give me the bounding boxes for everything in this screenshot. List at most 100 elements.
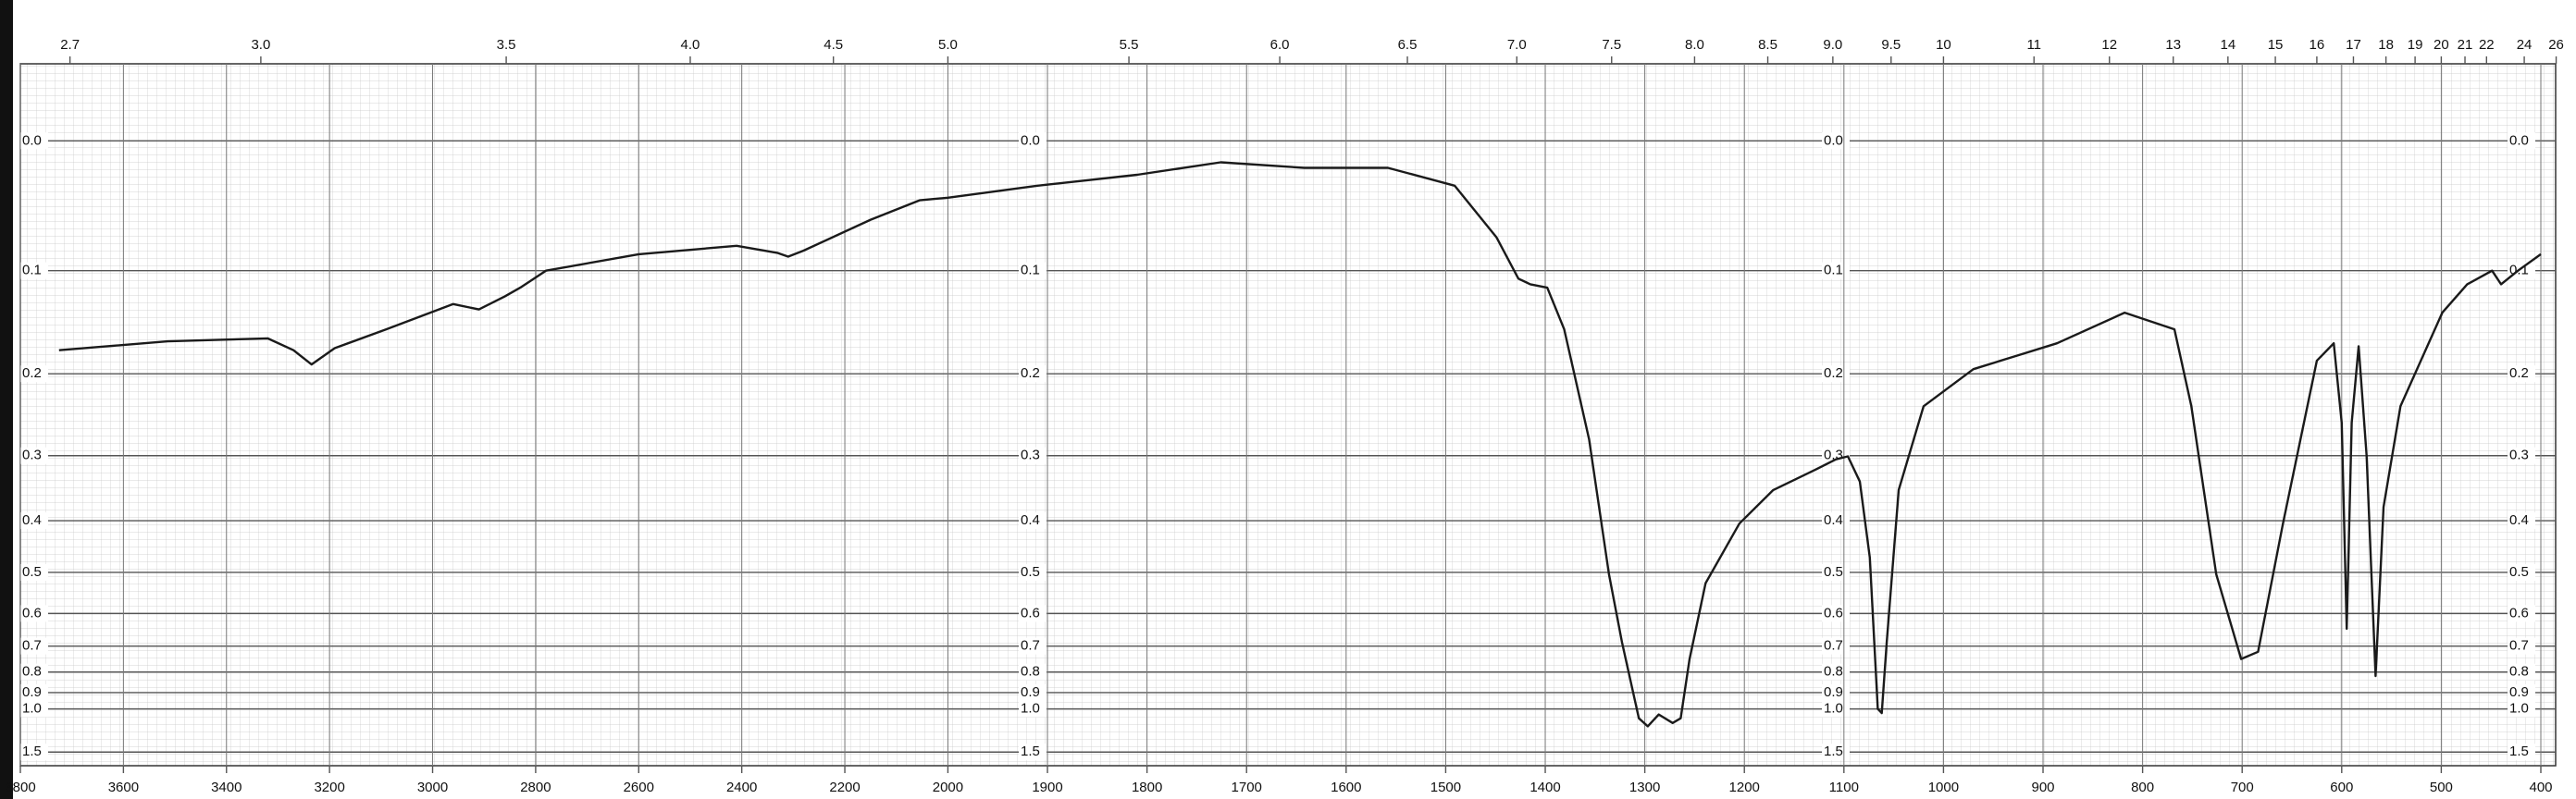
- x2-tick-label: 20: [2434, 37, 2449, 53]
- x2-tick-label: 12: [2101, 37, 2117, 53]
- x-tick-label: 1000: [1928, 780, 1959, 795]
- y-tick-label: 0.6: [22, 605, 42, 621]
- label-bg: [1822, 563, 1850, 581]
- x2-tick-label: 4.0: [681, 37, 700, 53]
- x2-tick-label: 16: [2310, 37, 2325, 53]
- label-bg: [2508, 663, 2535, 681]
- x-tick-label: 2000: [933, 780, 963, 795]
- x2-tick-label: 7.0: [1507, 37, 1527, 53]
- y-tick-label: 0.9: [1021, 684, 1040, 700]
- label-bg: [1822, 700, 1850, 718]
- x2-tick-label: 13: [2165, 37, 2181, 53]
- scan-edge: [0, 0, 13, 799]
- y-tick-label: 0.0: [22, 132, 42, 148]
- x-tick-label: 1200: [1729, 780, 1760, 795]
- plot-area: [19, 63, 2557, 767]
- x-tick-label: 700: [2231, 780, 2254, 795]
- y-tick-label: 0.5: [2509, 564, 2529, 580]
- label-bg: [1822, 365, 1850, 383]
- y-tick-label: 0.4: [22, 512, 42, 528]
- y-tick-label: 0.6: [1021, 605, 1040, 621]
- label-bg: [1822, 132, 1850, 150]
- x-tick-label: 1100: [1829, 780, 1859, 795]
- label-bg: [2508, 365, 2535, 383]
- y-tick-label: 0.0: [2509, 132, 2529, 148]
- x2-tick-label: 26: [2548, 37, 2564, 53]
- x-tick-label: 2200: [829, 780, 860, 795]
- label-bg: [2508, 563, 2535, 581]
- y-tick-label: 1.5: [2509, 744, 2529, 759]
- y-tick-label: 0.2: [1824, 365, 1843, 381]
- x-tick-label: 2800: [520, 780, 551, 795]
- label-bg: [1019, 365, 1046, 383]
- y-tick-label: 0.2: [2509, 365, 2529, 381]
- label-bg: [20, 365, 48, 383]
- y-tick-label: 0.4: [1824, 512, 1843, 528]
- y-tick-label: 1.0: [1824, 701, 1843, 717]
- x-tick-label: 3000: [417, 780, 448, 795]
- x-tick-label: 2600: [624, 780, 654, 795]
- x-tick-label: 3600: [108, 780, 139, 795]
- x-tick-label: 1500: [1430, 780, 1461, 795]
- x2-tick-label: 11: [2026, 37, 2041, 53]
- label-bg: [1822, 262, 1850, 279]
- y-tick-label: 0.0: [1021, 132, 1040, 148]
- x2-tick-label: 9.0: [1823, 37, 1842, 53]
- y-tick-label: 0.8: [22, 664, 42, 680]
- x2-tick-label: 5.0: [938, 37, 958, 53]
- x-tick-label: 1900: [1032, 780, 1062, 795]
- x2-tick-label: 21: [2458, 37, 2473, 53]
- label-bg: [20, 262, 48, 279]
- x2-tick-label: 6.5: [1398, 37, 1418, 53]
- label-bg: [20, 744, 48, 761]
- x2-tick-label: 7.5: [1602, 37, 1621, 53]
- label-bg: [1822, 447, 1850, 464]
- x2-tick-label: 6.0: [1270, 37, 1290, 53]
- x2-tick-label: 3.0: [251, 37, 270, 53]
- label-bg: [1822, 744, 1850, 761]
- y-tick-label: 0.3: [22, 448, 42, 463]
- x2-tick-label: 3.5: [497, 37, 516, 53]
- x-tick-label: 500: [2430, 780, 2453, 795]
- x-tick-label: 800: [2131, 780, 2154, 795]
- x2-tick-label: 19: [2408, 37, 2423, 53]
- label-bg: [2508, 683, 2535, 701]
- x2-tick-label: 4.5: [824, 37, 843, 53]
- label-bg: [1019, 447, 1046, 464]
- y-tick-label: 0.1: [1021, 263, 1040, 278]
- label-bg: [2508, 512, 2535, 530]
- y-tick-label: 0.7: [2509, 638, 2529, 654]
- x2-tick-label: 18: [2378, 37, 2394, 53]
- x2-tick-label: 22: [2479, 37, 2495, 53]
- label-bg: [20, 563, 48, 581]
- x-tick-label: 1700: [1232, 780, 1262, 795]
- y-tick-label: 1.5: [22, 744, 42, 759]
- x2-tick-label: 14: [2220, 37, 2235, 53]
- x-tick-label: 3800: [5, 780, 35, 795]
- y-tick-label: 0.4: [1021, 512, 1040, 528]
- x2-tick-label: 9.5: [1881, 37, 1901, 53]
- x-tick-label: 3200: [314, 780, 344, 795]
- y-tick-label: 1.5: [1824, 744, 1843, 759]
- label-bg: [1019, 563, 1046, 581]
- x2-tick-label: 10: [1936, 37, 1951, 53]
- label-bg: [20, 447, 48, 464]
- x2-tick-label: 15: [2268, 37, 2284, 53]
- label-bg: [1822, 605, 1850, 622]
- x-tick-label: 900: [2031, 780, 2054, 795]
- label-bg: [20, 663, 48, 681]
- label-bg: [20, 683, 48, 701]
- label-bg: [2508, 637, 2535, 655]
- x-tick-label: 400: [2529, 780, 2552, 795]
- y-tick-label: 0.5: [22, 564, 42, 580]
- x2-tick-label: 5.5: [1120, 37, 1139, 53]
- label-bg: [1019, 663, 1046, 681]
- x-tick-label: 1400: [1530, 780, 1560, 795]
- label-bg: [2508, 700, 2535, 718]
- label-bg: [1019, 744, 1046, 761]
- label-bg: [20, 700, 48, 718]
- y-tick-label: 0.6: [2509, 605, 2529, 621]
- x-tick-label: 1300: [1629, 780, 1660, 795]
